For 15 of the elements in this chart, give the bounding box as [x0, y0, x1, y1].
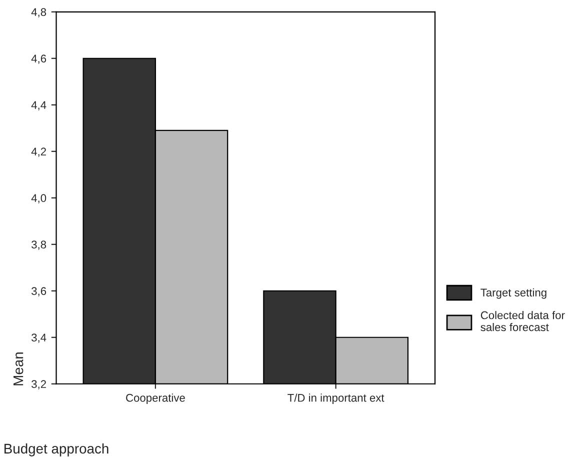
legend-label: Colected data for sales forecast: [480, 311, 565, 332]
y-tick-label: 4,8: [31, 8, 46, 18]
y-tick-label: 4,2: [31, 148, 46, 157]
y-tick-label: 3,6: [32, 287, 46, 296]
x-tick-label: T/D in important ext: [288, 394, 384, 404]
y-tick-label: 4,6: [31, 54, 46, 64]
x-tick-label: Cooperative: [126, 394, 185, 404]
y-tick-label: 3,4: [32, 334, 46, 343]
legend-label: Target setting: [480, 288, 546, 299]
y-axis-title: Mean: [14, 352, 24, 386]
y-tick-label: 3,8: [32, 240, 46, 250]
y-tick-label: 4,0: [31, 194, 46, 204]
x-axis-title: Budget approach: [4, 443, 108, 456]
y-tick-label: 3,2: [32, 380, 46, 390]
y-tick-label: 4,4: [31, 101, 46, 110]
